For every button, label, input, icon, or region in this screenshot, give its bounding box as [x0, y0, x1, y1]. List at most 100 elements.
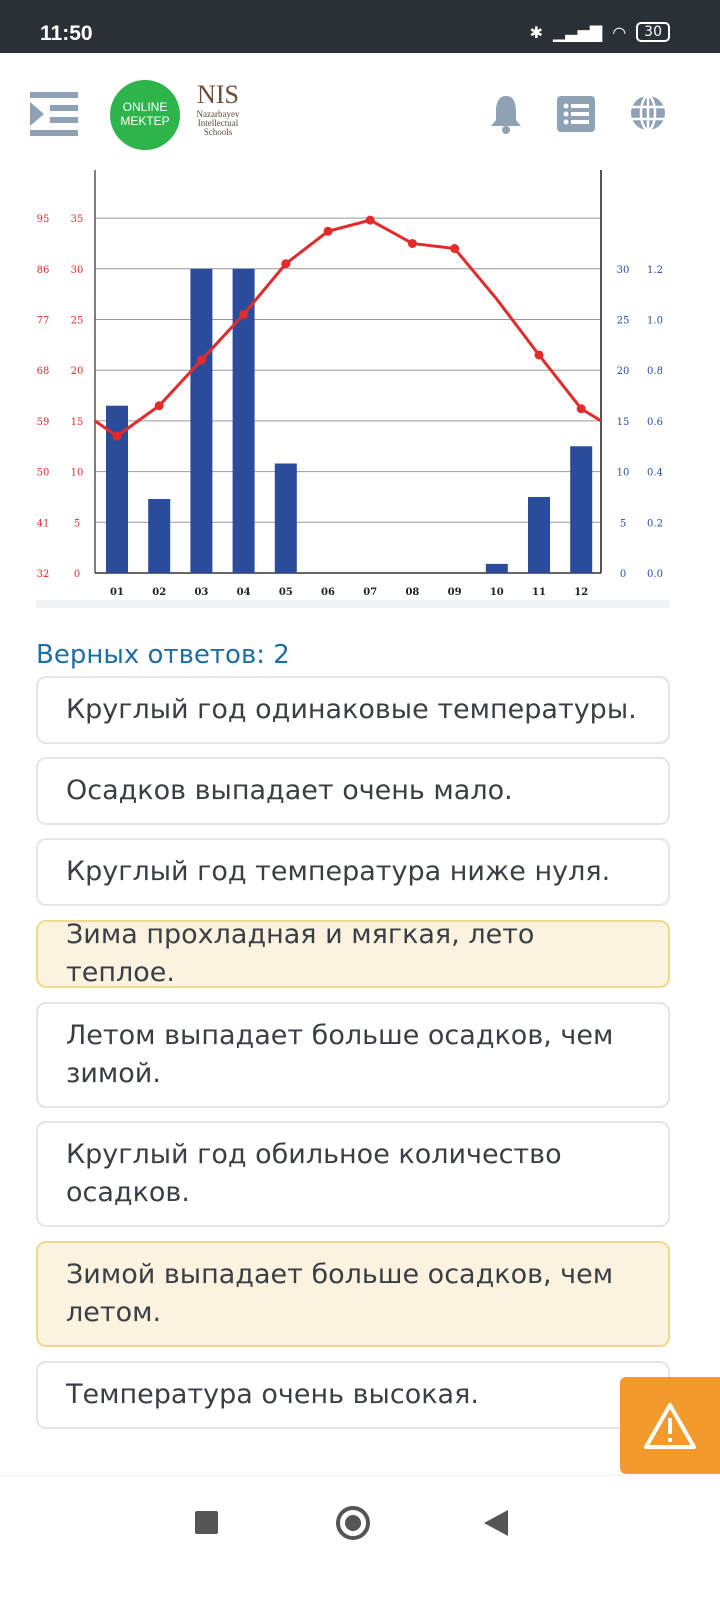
- inch-tick: 0.4: [647, 468, 663, 479]
- answer-option-text: Температура очень высокая.: [66, 1379, 479, 1410]
- status-bar: 11:50 ✱ ▁▃▅▇ ◠ 30: [0, 0, 720, 53]
- answer-option-text: Зимой выпадает больше осадков, чем летом…: [66, 1259, 614, 1328]
- answer-option[interactable]: Круглый год одинаковые температуры.: [36, 676, 670, 744]
- menu-icon[interactable]: [30, 92, 80, 136]
- correct-answers-count: Верных ответов: 2: [36, 640, 290, 670]
- answer-option[interactable]: Температура очень высокая.: [36, 1361, 670, 1429]
- fahrenheit-tick: 68: [37, 366, 50, 377]
- answer-option-text: Круглый год температура ниже нуля.: [66, 856, 611, 887]
- climate-chart: 0 32 5 41 10 50 15 59 20 68 25 77 30 86 35 95 0 0.0 5 0.2 10…: [36, 170, 670, 608]
- fahrenheit-tick: 59: [37, 417, 50, 428]
- mm-tick: 5: [620, 518, 626, 529]
- nis-logo: NIS Nazarbayev Intellectual Schools: [196, 80, 240, 137]
- precipitation-bar: [190, 268, 213, 573]
- recents-button[interactable]: [195, 1511, 218, 1534]
- bell-icon[interactable]: [488, 94, 524, 134]
- celsius-tick: 30: [71, 265, 84, 276]
- inch-tick: 0.0: [647, 569, 663, 580]
- celsius-tick: 0: [74, 569, 80, 580]
- mm-tick: 30: [617, 265, 630, 276]
- month-label: 06: [321, 587, 335, 598]
- month-label: 11: [532, 587, 546, 598]
- inch-tick: 0.6: [647, 417, 663, 428]
- back-button[interactable]: [484, 1510, 508, 1536]
- fahrenheit-tick: 95: [37, 214, 50, 225]
- inch-tick: 0.2: [647, 518, 663, 529]
- home-button[interactable]: [336, 1506, 370, 1540]
- battery-icon: 30: [636, 22, 670, 42]
- fahrenheit-tick: 77: [37, 316, 50, 327]
- answer-option-text: Осадков выпадает очень мало.: [66, 775, 513, 806]
- fahrenheit-tick: 50: [37, 468, 50, 479]
- month-label: 07: [363, 587, 377, 598]
- month-label: 02: [152, 587, 166, 598]
- app-header: [0, 53, 720, 170]
- month-label: 01: [110, 587, 124, 598]
- precipitation-bar: [528, 496, 550, 573]
- fahrenheit-tick: 41: [37, 518, 50, 529]
- bluetooth-icon: ✱: [529, 22, 543, 42]
- warning-icon: [644, 1402, 696, 1449]
- temperature-point: [112, 431, 122, 441]
- precipitation-bar: [570, 446, 593, 573]
- precipitation-bar: [485, 563, 508, 573]
- answer-option[interactable]: Зимой выпадает больше осадков, чем летом…: [36, 1241, 670, 1347]
- answer-option-text: Круглый год обильное количество осадков.: [66, 1139, 562, 1208]
- answer-option[interactable]: Осадков выпадает очень мало.: [36, 757, 670, 825]
- answer-option[interactable]: Круглый год температура ниже нуля.: [36, 838, 670, 906]
- temperature-point: [239, 309, 249, 319]
- inch-tick: 0.8: [647, 366, 663, 377]
- temperature-point: [323, 226, 333, 236]
- celsius-tick: 35: [71, 214, 84, 225]
- precipitation-bar: [148, 498, 171, 573]
- celsius-tick: 15: [71, 417, 84, 428]
- month-label: 03: [194, 587, 208, 598]
- temperature-point: [281, 259, 291, 269]
- mm-tick: 25: [617, 316, 630, 327]
- online-mektep-logo[interactable]: ONLINE MEKTEP: [110, 80, 180, 150]
- mm-tick: 10: [617, 468, 630, 479]
- month-label: 10: [490, 587, 504, 598]
- answer-option-text: Зима прохладная и мягкая, лето теплое.: [66, 919, 535, 988]
- month-label: 08: [405, 587, 419, 598]
- precipitation-bar: [232, 268, 255, 573]
- celsius-tick: 25: [71, 316, 84, 327]
- signal-icon: ▁▃▅▇: [552, 22, 603, 42]
- temperature-point: [365, 215, 375, 225]
- celsius-tick: 20: [71, 366, 84, 377]
- fahrenheit-tick: 32: [37, 569, 50, 580]
- list-icon[interactable]: [557, 96, 595, 132]
- answer-option-text: Летом выпадает больше осадков, чем зимой…: [66, 1020, 614, 1089]
- temperature-line: [94, 218, 602, 438]
- mm-tick: 15: [617, 417, 630, 428]
- wifi-icon: ◠: [612, 22, 627, 42]
- answer-option[interactable]: Круглый год обильное количество осадков.: [36, 1121, 670, 1227]
- mm-tick: 0: [620, 569, 626, 580]
- globe-icon[interactable]: [629, 94, 667, 132]
- month-label: 04: [237, 587, 251, 598]
- month-label: 05: [279, 587, 293, 598]
- status-time: 11:50: [40, 22, 93, 45]
- temperature-point: [576, 404, 586, 414]
- temperature-point: [534, 350, 544, 360]
- celsius-tick: 10: [71, 468, 84, 479]
- answer-option-text: Круглый год одинаковые температуры.: [66, 694, 637, 725]
- temperature-point: [196, 355, 206, 365]
- celsius-tick: 5: [74, 518, 80, 529]
- temperature-point: [450, 244, 460, 254]
- answer-option[interactable]: Зима прохладная и мягкая, лето теплое.: [36, 919, 670, 988]
- fahrenheit-tick: 86: [37, 265, 50, 276]
- inch-tick: 1.2: [647, 265, 663, 276]
- answer-option[interactable]: Летом выпадает больше осадков, чем зимой…: [36, 1002, 670, 1108]
- mm-tick: 20: [617, 366, 630, 377]
- inch-tick: 1.0: [647, 316, 663, 327]
- month-label: 12: [574, 587, 588, 598]
- precipitation-bar: [274, 463, 297, 573]
- temperature-point: [407, 238, 417, 248]
- report-button[interactable]: [620, 1377, 720, 1474]
- month-label: 09: [448, 587, 462, 598]
- navigation-bar: [0, 1475, 720, 1600]
- precipitation-bar: [106, 405, 128, 573]
- temperature-point: [154, 401, 164, 411]
